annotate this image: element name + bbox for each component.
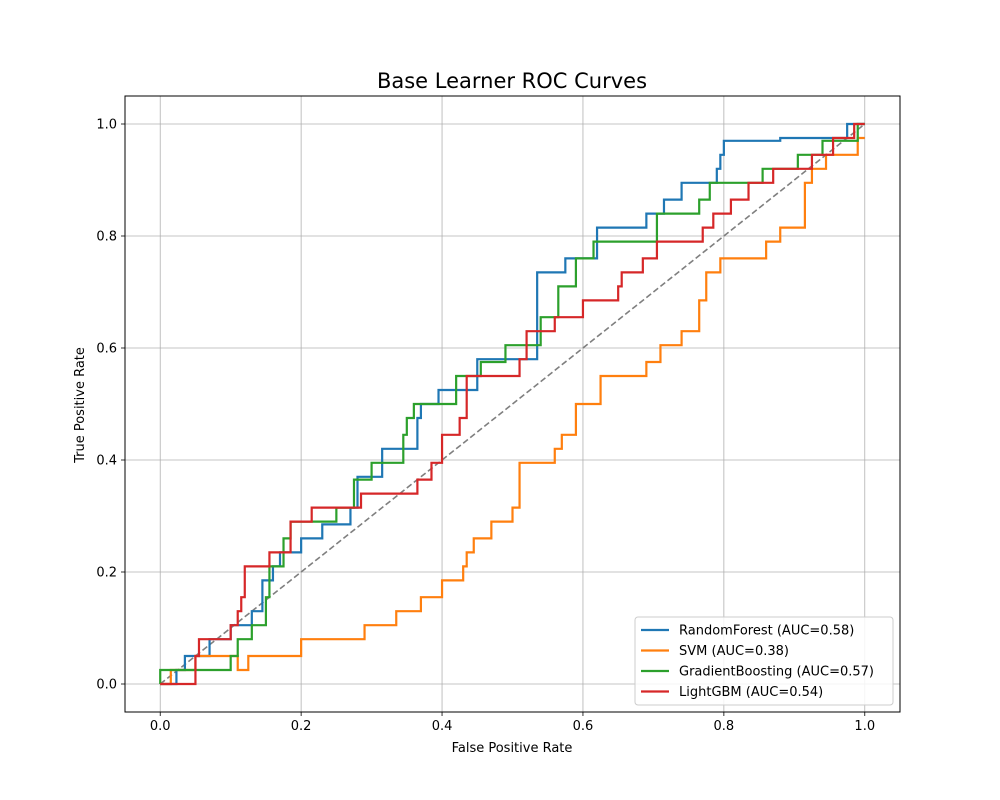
legend-entry: RandomForest (AUC=0.58)	[679, 624, 854, 639]
x-tick-label: 1.0	[854, 719, 875, 734]
x-tick-label: 0.0	[150, 719, 171, 734]
legend-entry: LightGBM (AUC=0.54)	[679, 685, 823, 700]
series-lines	[159, 122, 865, 686]
x-axis-label: False Positive Rate	[452, 741, 573, 756]
x-tick-label: 0.8	[714, 719, 735, 734]
legend-entry: GradientBoosting (AUC=0.57)	[679, 665, 874, 680]
legend-box	[634, 616, 894, 706]
y-tick-label: 0.2	[96, 566, 117, 581]
legend-entry: SVM (AUC=0.38)	[679, 644, 789, 659]
grid	[125, 96, 900, 712]
diagonal-reference-line	[159, 123, 866, 685]
diagonal-line	[159, 123, 866, 685]
x-tick-label: 0.6	[573, 719, 594, 734]
plot-frame	[124, 95, 901, 713]
y-tick-label: 0.4	[96, 454, 117, 469]
series-line-2	[160, 136, 865, 686]
x-axis-ticks: 0.0 0.2 0.4 0.6 0.8 1.0	[150, 712, 875, 734]
chart-title: Base Learner ROC Curves	[377, 69, 647, 93]
y-axis-ticks: 0.0 0.2 0.4 0.6 0.8 1.0	[96, 118, 125, 693]
series-line-3	[159, 122, 865, 684]
series-line-4	[160, 122, 865, 686]
y-tick-label: 0.8	[96, 230, 117, 245]
legend: RandomForest (AUC=0.58) SVM (AUC=0.38) Gra…	[634, 616, 894, 706]
y-tick-label: 0.6	[96, 342, 117, 357]
y-tick-label: 1.0	[96, 118, 117, 133]
y-tick-label: 0.0	[96, 678, 117, 693]
series-line-1	[160, 122, 865, 686]
x-tick-label: 0.2	[291, 719, 312, 734]
x-tick-label: 0.4	[432, 719, 453, 734]
y-axis-label: True Positive Rate	[73, 347, 88, 464]
